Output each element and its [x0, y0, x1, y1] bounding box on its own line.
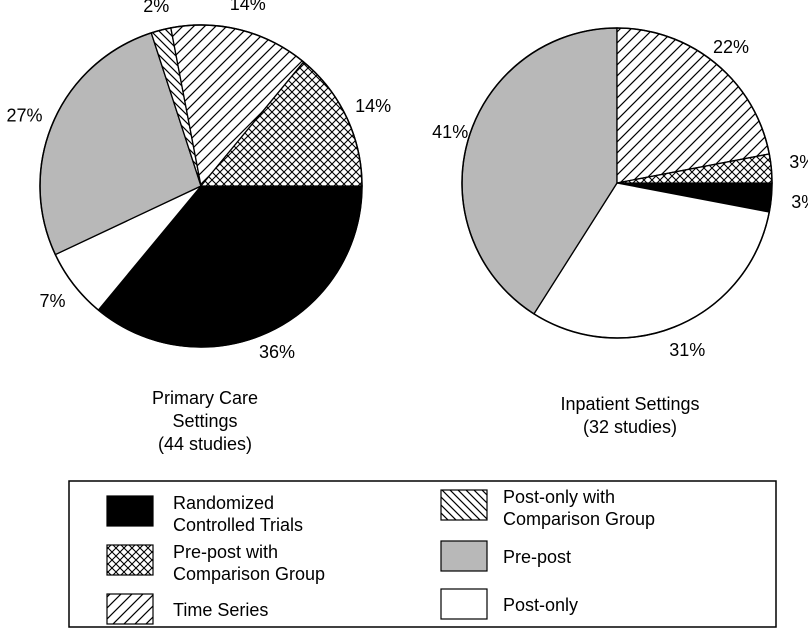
legend-label-prepost: Pre-post [503, 547, 571, 567]
slice-label: 3% [789, 152, 808, 172]
legend-label-time-series: Time Series [173, 600, 268, 620]
legend-swatch-postonly-comparison [440, 489, 488, 521]
legend-swatch-prepost-comparison [106, 544, 154, 576]
legend-label-rct-line1: Randomized [173, 493, 274, 513]
legend-label-postonly-comparison-line1: Post-only with [503, 487, 615, 507]
legend-label-postonly-comparison-line2: Comparison Group [503, 509, 655, 529]
legend-swatch-prepost [440, 540, 488, 572]
legend-frame [68, 480, 777, 628]
slice-label: 31% [669, 340, 705, 360]
legend-label-postonly: Post-only [503, 595, 578, 615]
legend-label-prepost-comparison-line1: Pre-post with [173, 542, 278, 562]
legend: Randomized Controlled Trials Pre-post wi… [68, 480, 777, 628]
caption-inpatient-line2: (32 studies) [583, 417, 677, 437]
pie-inpatient: 3% 31% 41% 22% 3% [432, 27, 808, 360]
caption-primary-line3: (44 studies) [158, 434, 252, 454]
slice-label: 7% [39, 291, 65, 311]
pie-outline [39, 24, 363, 348]
pie-outline [461, 27, 773, 339]
slice-label: 27% [6, 105, 42, 125]
slice-label: 3% [791, 192, 808, 212]
slice-label: 2% [143, 0, 169, 16]
caption-primary-line2: Settings [172, 411, 237, 431]
caption-primary-line1: Primary Care [152, 388, 258, 408]
legend-label-rct-line2: Controlled Trials [173, 515, 303, 535]
slice-label: 14% [355, 96, 391, 116]
slice-label: 22% [713, 37, 749, 57]
slice-label: 41% [432, 122, 468, 142]
caption-inpatient-line1: Inpatient Settings [560, 394, 699, 414]
legend-swatch-rct [106, 495, 154, 527]
legend-swatch-time-series [106, 593, 154, 625]
legend-label-prepost-comparison-line2: Comparison Group [173, 564, 325, 584]
pie-primary-care: 36% 7% 27% 2% 14% 14% [6, 0, 391, 362]
slice-label: 36% [259, 342, 295, 362]
slice-label: 14% [230, 0, 266, 14]
legend-swatch-postonly [440, 588, 488, 620]
